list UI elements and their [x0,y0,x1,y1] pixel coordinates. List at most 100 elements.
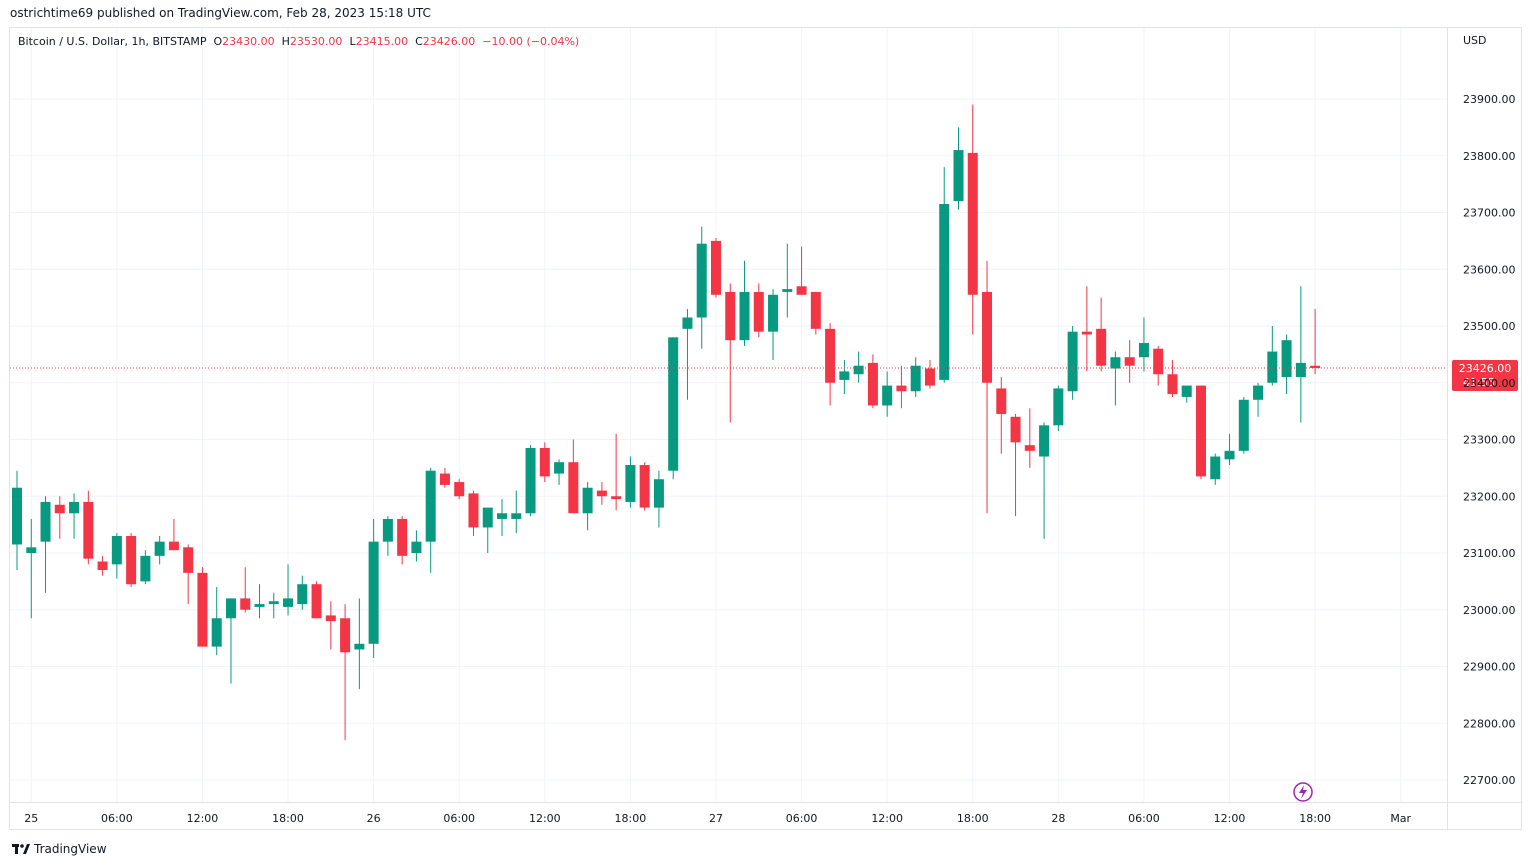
candle-body [1253,385,1264,400]
candle-down [83,490,94,565]
footer-brand-text: TradingView [34,842,107,856]
candle-body [83,501,94,559]
candle-body [26,547,37,553]
open-value: 23430.00 [222,35,275,48]
candle-body [810,291,821,329]
candle-body [725,291,736,341]
candle-body [1295,362,1306,378]
candle-up [368,518,379,658]
symbol-label[interactable]: Bitcoin / U.S. Dollar, 1h, BITSTAMP [18,35,207,48]
close-value: 23426.00 [422,35,476,48]
candle-body [325,615,336,622]
candle-body [482,507,493,528]
candle-down [1024,408,1035,468]
candle-up [140,550,151,585]
candle-up [1224,433,1235,466]
candle-up [1295,286,1306,423]
y-tick-label: 22800.00 [1463,717,1516,730]
candle-body [1039,425,1050,457]
chart-frame[interactable] [9,27,1522,830]
candle-down [596,482,607,505]
candle-up [69,493,80,539]
change-value: −10.00 (−0.04%) [482,35,580,48]
candle-up [497,499,508,536]
candle-body [596,490,607,497]
lightning-alert-icon[interactable] [1293,782,1313,802]
candle-body [1110,357,1121,369]
candle-body [154,541,165,556]
candles [12,104,1321,741]
candle-up [525,445,536,517]
candle-up [297,575,308,610]
x-tick-label: 25 [24,812,38,825]
candle-up [425,467,436,573]
candle-down [568,439,579,514]
x-tick-label: 18:00 [272,812,304,825]
candle-body [853,365,864,375]
candle-up [625,456,636,508]
candle-body [924,368,935,386]
candle-down [54,496,65,539]
candle-body [140,555,151,582]
candle-up [782,243,793,318]
candle-body [682,317,693,329]
candle-body [1195,385,1206,477]
candle-down [439,467,450,488]
candle-body [582,487,593,514]
last-price-label: 23426.00 [1459,362,1512,375]
candle-body [539,448,550,477]
candle-body [839,371,850,380]
candle-down [325,601,336,650]
candle-up [154,535,165,565]
alert-icon-bolt [1299,785,1307,799]
candle-body [1181,385,1192,397]
candle-down [796,246,807,295]
candle-body [1124,357,1135,366]
candle-up [225,598,236,684]
candle-body [554,462,565,474]
candle-up [1281,334,1292,395]
candle-body [967,152,978,295]
candle-body [782,289,793,292]
x-tick-label: 27 [709,812,723,825]
candle-up [882,371,893,417]
candle-up [12,470,22,571]
candle-down [810,291,821,335]
candle-body [953,150,964,202]
currency-label[interactable]: USD [1463,34,1487,47]
candle-body [1167,374,1178,395]
footer-brand[interactable]: TradingView [12,842,107,856]
tradingview-logo-icon [12,843,30,855]
candle-body [1096,328,1107,366]
candle-body [625,465,636,502]
candle-up [354,598,365,690]
candle-down [982,260,993,514]
candle-up [739,260,750,346]
candle-body [1310,365,1321,368]
candle-down [825,323,836,406]
candle-up [1210,453,1221,485]
y-axis: 23900.00 23800.00 23700.00 23600.00 23500.00… [1447,28,1516,830]
x-axis: 25 06:00 12:00 18:00 26 06:00 12:00 18:00 27 06:0… [10,802,1521,825]
candle-body [910,365,921,392]
candle-body [283,598,294,607]
candle-body [511,513,522,519]
y-tick-label: 23600.00 [1463,263,1516,276]
candle-up [411,530,422,562]
candle-body [69,501,80,514]
open-key: O [213,35,223,48]
x-tick-label: 06:00 [786,812,818,825]
candle-down [539,442,550,483]
candle-down [454,479,465,500]
candle-up [668,337,679,480]
candle-body [40,501,51,542]
candle-body [382,518,393,542]
x-tick-label: 06:00 [443,812,475,825]
candle-up [111,533,122,579]
candle-body [996,388,1007,414]
candle-down [1096,297,1107,372]
candle-body [183,547,194,573]
x-tick-label: 18:00 [615,812,647,825]
y-tick-label: 22900.00 [1463,661,1516,674]
